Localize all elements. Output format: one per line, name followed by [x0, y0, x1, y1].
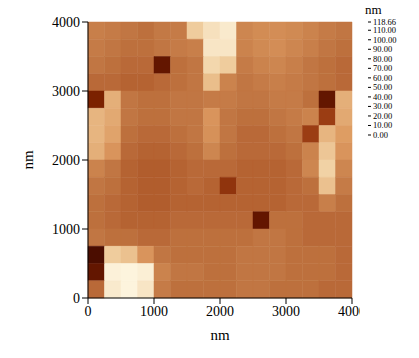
svg-text:4000: 4000	[52, 15, 80, 30]
svg-text:20.00: 20.00	[373, 111, 392, 121]
svg-text:70.00: 70.00	[373, 63, 392, 73]
svg-text:nm: nm	[210, 327, 230, 343]
svg-text:60.00: 60.00	[373, 73, 392, 83]
svg-text:118.66: 118.66	[373, 17, 396, 27]
svg-text:80.00: 80.00	[373, 54, 392, 64]
svg-text:10.00: 10.00	[373, 120, 392, 130]
svg-text:1000: 1000	[52, 222, 80, 237]
svg-text:50.00: 50.00	[373, 82, 392, 92]
svg-text:90.00: 90.00	[373, 44, 392, 54]
html-text:nm: nm	[365, 2, 382, 17]
svg-text:100.00: 100.00	[373, 35, 396, 45]
svg-text:30.00: 30.00	[373, 101, 392, 111]
svg-text:1000: 1000	[140, 304, 168, 319]
svg-text:2000: 2000	[52, 153, 80, 168]
svg-text:3000: 3000	[272, 304, 300, 319]
svg-text:0: 0	[85, 304, 92, 319]
svg-text:0: 0	[73, 291, 80, 306]
svg-text:40.00: 40.00	[373, 92, 392, 102]
svg-text:nm: nm	[20, 150, 36, 170]
svg-text:0.00: 0.00	[373, 130, 388, 140]
svg-text:3000: 3000	[52, 84, 80, 99]
svg-text:4000: 4000	[338, 304, 360, 319]
svg-text:110.00: 110.00	[373, 25, 397, 36]
svg-text:2000: 2000	[206, 304, 234, 319]
